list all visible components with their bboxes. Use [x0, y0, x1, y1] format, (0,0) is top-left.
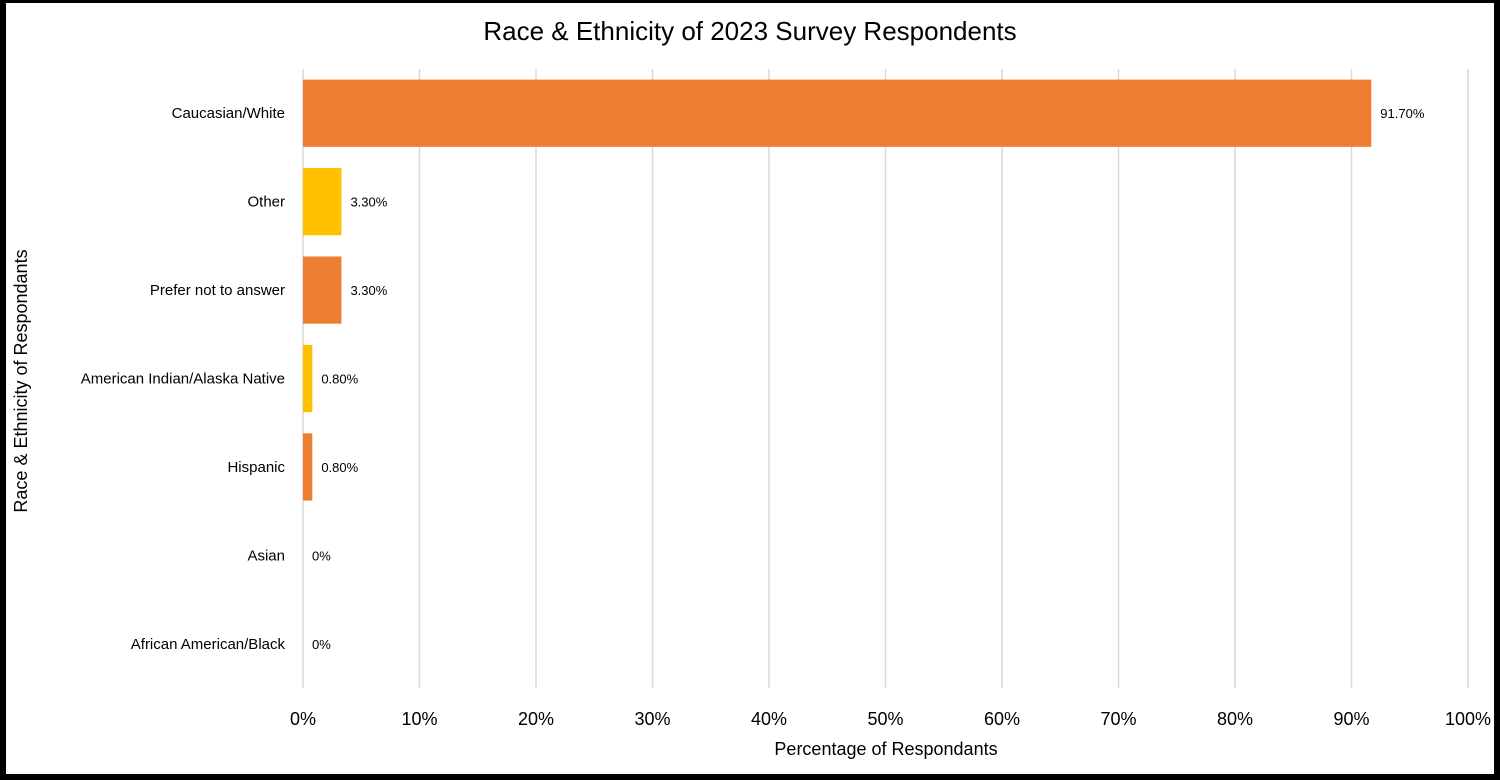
x-tick-label: 40% [751, 709, 787, 729]
bar [303, 79, 1372, 147]
category-labels: Caucasian/White Other Prefer not to answer… [81, 105, 286, 653]
data-label: 0.80% [321, 372, 358, 387]
bar [303, 168, 342, 236]
data-labels: 91.70% 3.30% 3.30% 0.80% 0.80% 0% 0% [312, 106, 1425, 652]
data-label: 0% [312, 637, 331, 652]
x-tick-label: 100% [1445, 709, 1491, 729]
category-label: African American/Black [131, 636, 286, 653]
x-tick-label: 10% [401, 709, 437, 729]
chart-title: Race & Ethnicity of 2023 Survey Responde… [483, 16, 1016, 46]
y-axis-title: Race & Ethnicity of Respondants [11, 249, 31, 512]
x-tick-label: 50% [867, 709, 903, 729]
x-tick-label: 80% [1217, 709, 1253, 729]
category-label: Other [247, 194, 285, 211]
bar [303, 344, 313, 413]
x-tick-label: 60% [984, 709, 1020, 729]
data-label: 3.30% [350, 283, 387, 298]
category-label: Hispanic [227, 459, 285, 476]
data-label: 0.80% [321, 460, 358, 475]
x-tick-label: 70% [1100, 709, 1136, 729]
x-axis-title: Percentage of Respondants [774, 739, 997, 759]
bar [303, 256, 342, 324]
data-label: 0% [312, 548, 331, 563]
x-tick-label: 90% [1333, 709, 1369, 729]
bar-chart: Race & Ethnicity of 2023 Survey Responde… [11, 16, 1491, 759]
data-label: 91.70% [1380, 106, 1425, 121]
bars [303, 79, 1372, 501]
category-label: Caucasian/White [172, 105, 285, 122]
data-label: 3.30% [350, 195, 387, 210]
category-label: American Indian/Alaska Native [81, 371, 285, 388]
category-label: Prefer not to answer [150, 282, 285, 299]
x-tick-labels: 0% 10% 20% 30% 40% 50% 60% 70% 80% 90% 100% [290, 709, 1491, 729]
gridlines [302, 69, 1469, 688]
x-tick-label: 30% [634, 709, 670, 729]
bar [303, 433, 313, 501]
chart-frame: Race & Ethnicity of 2023 Survey Responde… [6, 3, 1494, 774]
x-tick-label: 20% [518, 709, 554, 729]
category-label: Asian [247, 547, 285, 564]
x-tick-label: 0% [290, 709, 316, 729]
